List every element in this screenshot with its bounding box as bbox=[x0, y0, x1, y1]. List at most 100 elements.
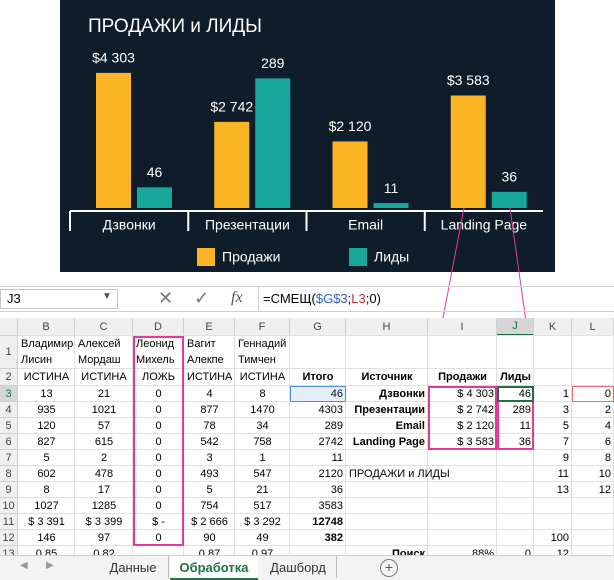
cell: Леонид Михель bbox=[136, 338, 175, 366]
cell: 13 bbox=[556, 484, 569, 496]
data-label: $2 120 bbox=[329, 118, 372, 134]
bar bbox=[450, 95, 486, 208]
cell: $ - bbox=[152, 516, 165, 528]
bar bbox=[137, 187, 172, 208]
cell: ИСТИНА bbox=[23, 371, 70, 383]
row-header: 8 bbox=[0, 466, 18, 482]
enter-icon[interactable]: ✓ bbox=[194, 288, 210, 308]
cell: Геннадий Тимчен bbox=[238, 338, 287, 366]
cell: 877 bbox=[200, 404, 219, 416]
highlight-box bbox=[428, 386, 497, 450]
name-box[interactable]: J3 bbox=[0, 289, 118, 309]
formula-input[interactable]: =СМЕЩ($G$3;L3;0) bbox=[258, 287, 614, 311]
cell: 2 bbox=[604, 404, 611, 416]
data-label: $4 303 bbox=[92, 50, 135, 66]
add-sheet-button[interactable]: + bbox=[380, 559, 398, 577]
cell: 90 bbox=[203, 532, 216, 544]
cell: 7 bbox=[562, 436, 569, 448]
cell: 10 bbox=[598, 468, 611, 480]
row-header: 6 bbox=[0, 434, 18, 450]
function-icon[interactable]: fx bbox=[231, 289, 243, 306]
grid-line bbox=[18, 545, 614, 546]
cell: 5 bbox=[206, 484, 213, 496]
cell: Email bbox=[395, 420, 425, 432]
cell: Landing Page bbox=[352, 436, 425, 448]
cell: 758 bbox=[253, 436, 272, 448]
row-header: 1 bbox=[0, 336, 18, 369]
data-label: $3 583 bbox=[447, 72, 490, 88]
legend-label: Продажи bbox=[222, 249, 280, 265]
sheet-tab[interactable]: Данные bbox=[98, 556, 169, 578]
cell: 9 bbox=[562, 452, 569, 464]
tab-nav-left[interactable]: ◀ bbox=[20, 560, 28, 571]
cell: Вагит Алекпе bbox=[187, 338, 224, 366]
cell: 0 bbox=[155, 436, 162, 448]
cell: $ 3 292 bbox=[244, 516, 281, 528]
cell: 8 bbox=[259, 388, 266, 400]
row-header: 7 bbox=[0, 450, 18, 466]
column-header: H bbox=[346, 318, 428, 336]
cell: 827 bbox=[37, 436, 56, 448]
cell: 493 bbox=[200, 468, 219, 480]
cell: 3 bbox=[206, 452, 213, 464]
cell: 12748 bbox=[312, 516, 343, 528]
formula-part: ;0) bbox=[365, 291, 381, 306]
highlight-box bbox=[133, 336, 184, 546]
cell: 3583 bbox=[318, 500, 343, 512]
bar bbox=[491, 191, 527, 208]
formula-part: =СМЕЩ( bbox=[263, 291, 316, 306]
cell: ИСТИНА bbox=[239, 371, 286, 383]
legend-swatch bbox=[197, 248, 215, 266]
cell: $ 3 391 bbox=[28, 516, 65, 528]
column-header: C bbox=[75, 318, 133, 336]
x-tick-label: Email bbox=[348, 217, 383, 233]
row-header: 4 bbox=[0, 402, 18, 418]
cell: 2 bbox=[100, 452, 108, 464]
cell: 11 bbox=[519, 420, 531, 432]
link-line bbox=[442, 207, 465, 318]
bar bbox=[214, 121, 250, 208]
sheet-tab[interactable]: Дашборд bbox=[260, 556, 337, 578]
x-tick-label: Презентации bbox=[205, 217, 290, 233]
cell: 1021 bbox=[91, 404, 117, 416]
cell: 12 bbox=[598, 484, 611, 496]
cell: $ 3 399 bbox=[85, 516, 123, 528]
cell: 5 bbox=[43, 452, 50, 464]
bar bbox=[96, 72, 131, 208]
cell: 0 bbox=[524, 548, 531, 560]
chart-title: ПРОДАЖИ и ЛИДЫ bbox=[88, 16, 262, 37]
grid-line bbox=[18, 465, 614, 466]
cell: $ 2 120 bbox=[457, 420, 494, 432]
grid-line bbox=[18, 433, 614, 434]
cell: 57 bbox=[97, 420, 111, 432]
cell: 0 bbox=[604, 388, 611, 400]
cell: 6 bbox=[604, 436, 611, 448]
name-box-dropdown[interactable]: ▼ bbox=[102, 291, 112, 302]
column-header: F bbox=[235, 318, 290, 336]
legend-label: Лиды bbox=[374, 249, 409, 265]
cell: ЛОЖЬ bbox=[142, 371, 175, 383]
cell: Лиды bbox=[500, 371, 531, 383]
grid-line bbox=[18, 335, 614, 336]
cell: 547 bbox=[253, 468, 272, 480]
grid-line bbox=[18, 385, 614, 386]
cell: 542 bbox=[200, 436, 219, 448]
column-header: I bbox=[428, 318, 497, 336]
cell: 1 bbox=[562, 388, 569, 400]
tab-nav-right[interactable]: ▶ bbox=[46, 560, 54, 571]
cell: 289 bbox=[324, 420, 343, 432]
x-tick-label: Landing Page bbox=[441, 217, 528, 233]
x-tick-label: Дзвонки bbox=[103, 217, 156, 233]
row-header: 9 bbox=[0, 482, 18, 498]
cancel-icon[interactable]: ✕ bbox=[158, 288, 174, 308]
sheet-tabs-bar bbox=[0, 555, 614, 580]
row-header: 3 bbox=[0, 386, 18, 402]
cell: 36 bbox=[330, 484, 343, 496]
sheet-tab-active[interactable]: Обработка bbox=[170, 556, 258, 580]
formula-ref: $G$3 bbox=[315, 291, 348, 306]
cell: 2742 bbox=[318, 436, 343, 448]
cell: 3 bbox=[562, 404, 569, 416]
cell: 46 bbox=[330, 388, 343, 400]
formula-bar: J3 ▼ ✕ ✓ fx =СМЕЩ($G$3;L3;0) bbox=[0, 286, 614, 312]
